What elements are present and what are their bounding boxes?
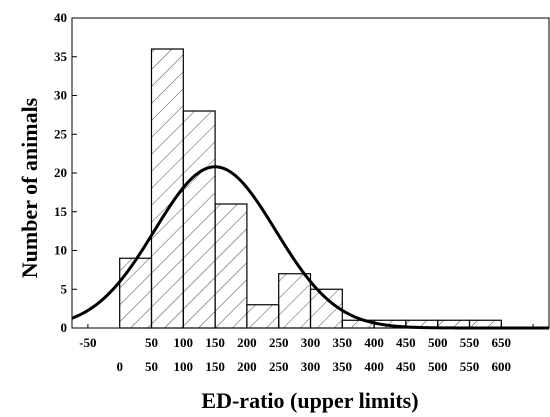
x-tick-label-upper-6: 300 xyxy=(301,335,321,350)
x-tick-label-upper-0: -50 xyxy=(79,335,96,350)
y-tick-label-2: 10 xyxy=(54,243,67,258)
histogram-bar-3 xyxy=(214,203,248,329)
y-tick-label-5: 25 xyxy=(54,126,68,141)
x-tick-label-upper-2: 100 xyxy=(174,335,194,350)
y-tick-label-6: 30 xyxy=(54,88,67,103)
x-tick-label-lower-9: 450 xyxy=(396,359,416,374)
x-axis-title: ED-ratio (upper limits) xyxy=(201,388,418,413)
y-tick-label-8: 40 xyxy=(54,10,67,25)
x-tick-label-lower-2: 100 xyxy=(174,359,194,374)
histogram-bar-0 xyxy=(119,257,153,329)
x-tick-label-upper-1: 50 xyxy=(145,335,158,350)
x-tick-label-upper-9: 450 xyxy=(396,335,416,350)
histogram-bar-1 xyxy=(150,48,184,329)
y-tick-label-1: 5 xyxy=(61,281,68,296)
histogram-bars xyxy=(119,48,502,329)
histogram-bar-4 xyxy=(246,304,280,329)
x-tick-label-upper-8: 400 xyxy=(364,335,384,350)
x-axis-ticks-lower: 0 50 100 150 200 250 300 350 400 450 500 550 600 xyxy=(116,359,511,374)
histogram-bar-5 xyxy=(278,273,312,329)
x-tick-label-lower-0: 0 xyxy=(116,359,123,374)
y-axis-ticks: 0 5 10 15 20 25 30 35 40 xyxy=(54,10,77,335)
y-tick-label-4: 20 xyxy=(54,165,67,180)
x-tick-label-upper-7: 350 xyxy=(333,335,353,350)
x-tick-label-lower-6: 300 xyxy=(301,359,321,374)
histogram-bar-2 xyxy=(182,110,216,329)
x-tick-label-upper-4: 200 xyxy=(237,335,257,350)
y-tick-label-3: 15 xyxy=(54,204,68,219)
x-tick-label-lower-3: 150 xyxy=(205,359,225,374)
y-tick-label-0: 0 xyxy=(61,320,68,335)
x-tick-label-lower-12: 600 xyxy=(492,359,512,374)
x-tick-label-upper-11: 550 xyxy=(460,335,480,350)
x-tick-label-upper-5: 250 xyxy=(269,335,289,350)
x-tick-label-upper-3: 150 xyxy=(205,335,225,350)
x-tick-label-lower-11: 550 xyxy=(460,359,480,374)
x-tick-label-lower-1: 50 xyxy=(145,359,158,374)
y-axis-title: Number of animals xyxy=(17,97,42,278)
y-tick-label-7: 35 xyxy=(54,49,68,64)
x-axis-ticks-upper: -50 50 100 150 200 250 300 350 400 450 500 550 650 xyxy=(79,324,534,350)
x-tick-label-upper-10: 500 xyxy=(428,335,448,350)
x-tick-label-lower-4: 200 xyxy=(237,359,257,374)
x-tick-label-lower-7: 350 xyxy=(333,359,353,374)
x-tick-label-upper-12: 650 xyxy=(492,335,512,350)
x-tick-label-lower-5: 250 xyxy=(269,359,289,374)
x-tick-label-lower-8: 400 xyxy=(364,359,384,374)
x-tick-label-lower-10: 500 xyxy=(428,359,448,374)
